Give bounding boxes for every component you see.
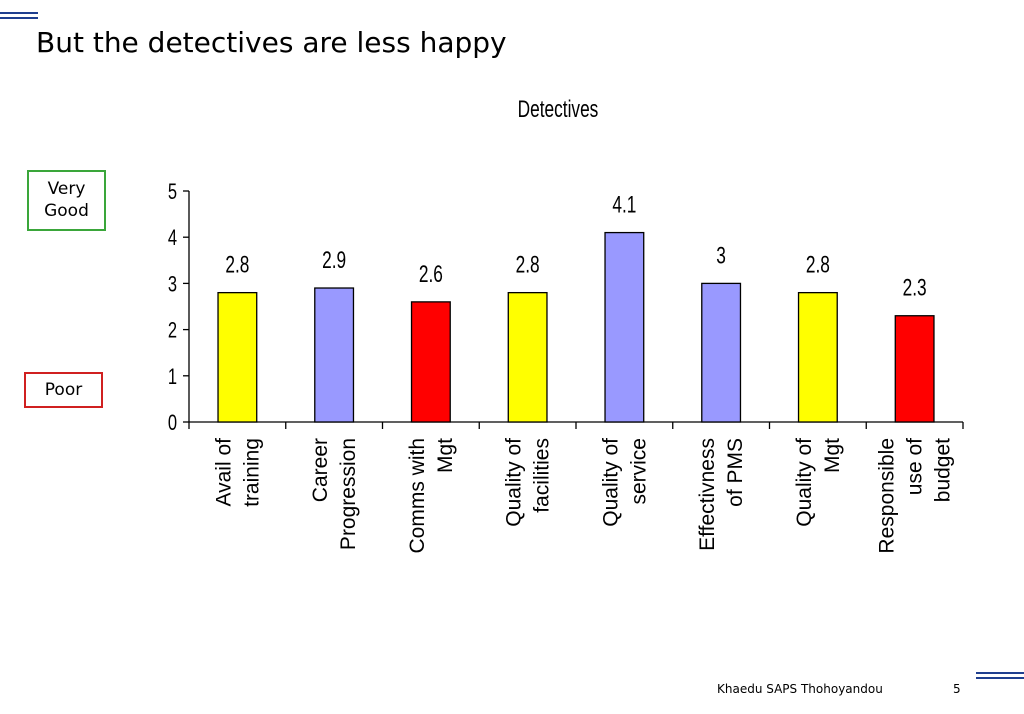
bar	[797, 291, 838, 423]
bar	[894, 315, 935, 423]
decorative-top-lines	[0, 12, 38, 22]
x-category-label: facilities	[531, 438, 554, 513]
bar-value-label: 2.9	[322, 247, 346, 273]
x-category-label: Effectivness	[696, 438, 719, 551]
x-category-label: Comms with	[406, 438, 429, 554]
decorative-bottom-lines	[976, 672, 1024, 682]
bar-value-label: 4.1	[612, 192, 636, 218]
bar	[314, 287, 355, 423]
bar	[217, 291, 258, 423]
y-tick-label: 1	[168, 365, 177, 390]
poor-badge: Poor	[24, 372, 103, 408]
bar	[410, 301, 451, 423]
y-tick-label: 5	[168, 180, 177, 205]
page-title: But the detectives are less happy	[36, 26, 507, 59]
page-number: 5	[953, 682, 961, 696]
bar	[604, 231, 645, 423]
x-category-label: Career	[309, 438, 332, 502]
very-good-badge: Very Good	[27, 170, 106, 231]
x-category-label: of PMS	[724, 438, 747, 507]
y-tick-label: 4	[168, 226, 177, 251]
bar-value-label: 2.3	[903, 275, 927, 301]
y-tick-label: 3	[168, 272, 177, 297]
x-category-label: service	[627, 438, 650, 505]
bar	[701, 282, 742, 423]
x-category-label: Quality of	[599, 438, 622, 527]
bar-value-label: 2.8	[225, 252, 249, 278]
bar-value-label: 2.6	[419, 261, 443, 287]
x-category-label: use of	[904, 438, 927, 495]
x-category-label: Quality of	[793, 438, 816, 527]
x-category-label: budget	[932, 438, 955, 502]
x-category-label: Quality of	[503, 438, 526, 527]
x-category-label: Responsible	[876, 438, 899, 554]
y-tick-label: 2	[168, 318, 177, 343]
x-category-label: Mgt	[821, 438, 844, 473]
x-category-label: Avail of	[212, 438, 235, 507]
bar-value-label: 3	[716, 243, 726, 269]
bar-value-label: 2.8	[516, 252, 540, 278]
footer-credit: Khaedu SAPS Thohoyandou	[717, 682, 883, 696]
x-category-label: Progression	[337, 438, 360, 550]
bar	[507, 291, 548, 423]
y-tick-label: 0	[168, 411, 177, 436]
x-category-label: Mgt	[434, 438, 457, 473]
chart-title: Detectives	[518, 96, 599, 122]
bar-value-label: 2.8	[806, 252, 830, 278]
x-category-label: training	[240, 438, 263, 507]
